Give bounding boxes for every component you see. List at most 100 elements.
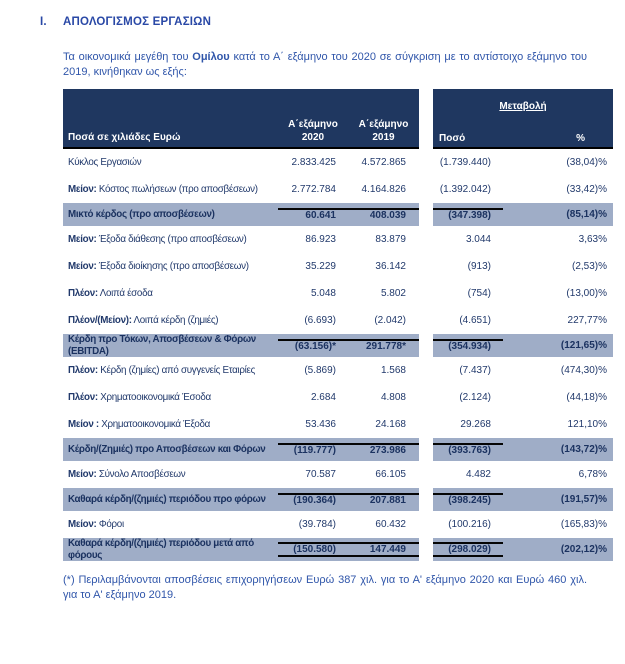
cell-2020: 2.833.425 xyxy=(291,157,337,168)
table-row: Πλέον/(Μείον): Λοιπά κέρδη (ζημιές) (6.69… xyxy=(63,307,613,334)
row-label-prefix: Μείον: xyxy=(68,260,97,272)
table-column-gap xyxy=(419,149,433,176)
table-row: Καθαρά κέρδη/(ζημιές) περιόδου προ φόρων… xyxy=(63,488,613,512)
table-row: Καθαρά κέρδη/(ζημιές) περιόδου μετά από … xyxy=(63,538,613,562)
row-label: Καθαρά κέρδη/(ζημιές) περιόδου προ φόρων xyxy=(63,494,278,506)
row-left-block: Καθαρά κέρδη/(ζημιές) περιόδου μετά από … xyxy=(63,538,419,562)
table-row: Πλέον: Λοιπά έσοδα 5.048 5.802 (754) (13,00)… xyxy=(63,280,613,307)
cell-2019: 24.168 xyxy=(375,419,406,431)
cell-2019: 4.572.865 xyxy=(361,157,407,168)
section-number: I. xyxy=(40,16,47,28)
row-left-block: Κύκλος Εργασιών 2.833.425 4.572.865 xyxy=(63,149,419,176)
row-label: Πλέον: Κέρδη (ζημίες) από συγγενείς Εται… xyxy=(63,365,278,377)
row-change-block: (398.245) (191,57)% xyxy=(433,488,613,512)
cell-2020: (63.156)* xyxy=(278,339,348,352)
cell-2019: 4.808 xyxy=(380,392,406,404)
cell-2020: 2.772.784 xyxy=(291,184,337,195)
cell-2020: (119.777) xyxy=(278,443,348,456)
row-change-block: (393.763) (143,72)% xyxy=(433,438,613,462)
row-change-block: (754) (13,00)% xyxy=(433,280,613,307)
table-row: Μείον: Σύνολο Αποσβέσεων 70.587 66.105 4.48… xyxy=(63,461,613,488)
table-column-gap xyxy=(419,438,433,461)
row-left-block: Κέρδη προ Τόκων, Αποσβέσεων & Φόρων (EBI… xyxy=(63,334,419,358)
report-page: I. ΑΠΟΛΟΓΙΣΜΟΣ ΕΡΓΑΣΙΩΝ Τα οικονομικά με… xyxy=(0,16,625,664)
row-change-block: (347.398) (85,14)% xyxy=(433,203,613,226)
row-label-text: Λοιπά έσοδα xyxy=(97,287,153,299)
row-label: Καθαρά κέρδη/(ζημιές) περιόδου μετά από … xyxy=(63,538,278,561)
row-left-block: Μείον : Χρηματοοικονομικά Έξοδα 53.436 24.… xyxy=(63,411,419,438)
financial-table: Ποσά σε χιλιάδες Ευρώ Α΄εξάμηνο 2020 Α΄εξ… xyxy=(63,89,613,562)
cell-2019: 83.879 xyxy=(375,234,406,245)
cell-2020: 5.048 xyxy=(310,288,336,299)
table-row: Μείον: Κόστος πωλήσεων (προ αποσβέσεων) 2… xyxy=(63,176,613,203)
table-row: Κέρδη/(Ζημιές) προ Αποσβέσεων και Φόρων (… xyxy=(63,438,613,462)
table-column-gap xyxy=(419,488,433,511)
row-left-block: Κέρδη/(Ζημιές) προ Αποσβέσεων και Φόρων (… xyxy=(63,438,419,462)
row-label-text: Έξοδα διοίκησης (προ αποσβέσεων) xyxy=(96,260,249,272)
row-label-text: Σύνολο Αποσβέσεων xyxy=(96,468,186,480)
row-label-text: Κύκλος Εργασιών xyxy=(68,156,142,168)
row-label-text: Έξοδα διάθεσης (προ αποσβέσεων) xyxy=(96,233,247,245)
cell-change-amount: 29.268 xyxy=(460,419,491,431)
cell-2019: 66.105 xyxy=(375,469,406,481)
cell-change-pct: (33,42)% xyxy=(566,184,607,195)
row-label-text: Μικτό κέρδος (προ αποσβέσεων) xyxy=(68,208,215,220)
header-amounts-label: Ποσά σε χιλιάδες Ευρώ xyxy=(68,132,181,143)
table-header: Ποσά σε χιλιάδες Ευρώ Α΄εξάμηνο 2020 Α΄εξ… xyxy=(63,89,613,149)
table-column-gap xyxy=(419,280,433,307)
cell-change-pct: (143,72)% xyxy=(560,444,607,456)
table-column-gap xyxy=(419,253,433,280)
row-label-text: Κέρδη/(Ζημιές) προ Αποσβέσεων και Φόρων xyxy=(68,443,266,455)
cell-change-amount: (298.029) xyxy=(433,542,503,558)
row-left-block: Πλέον: Χρηματοοικονομικά Έσοδα 2.684 4.808 xyxy=(63,384,419,411)
table-row: Μείον: Φόροι (39.784) 60.432 (100.216) (165,… xyxy=(63,511,613,538)
intro-text-end: κατά το Α΄ εξάμηνο του 2020 σε σύγκριση … xyxy=(63,51,587,78)
row-label-text: Καθαρά κέρδη/(ζημιές) περιόδου μετά από … xyxy=(68,538,254,561)
cell-2019: 408.039 xyxy=(348,208,419,221)
cell-2020: (5.869) xyxy=(304,365,336,377)
cell-2020: 60.641 xyxy=(278,208,348,221)
row-label-prefix: Πλέον: xyxy=(68,391,98,403)
cell-change-pct: (38,04)% xyxy=(566,157,607,168)
row-left-block: Μείον: Κόστος πωλήσεων (προ αποσβέσεων) 2… xyxy=(63,176,419,203)
table-column-gap xyxy=(419,538,433,561)
row-change-block: (100.216) (165,83)% xyxy=(433,511,613,538)
section-title: ΑΠΟΛΟΓΙΣΜΟΣ ΕΡΓΑΣΙΩΝ xyxy=(63,16,212,28)
row-left-block: Πλέον: Λοιπά έσοδα 5.048 5.802 xyxy=(63,280,419,307)
row-label: Μείον: Έξοδα διάθεσης (προ αποσβέσεων) xyxy=(63,234,278,246)
cell-change-pct: (474,30)% xyxy=(560,365,607,377)
cell-2020: 86.923 xyxy=(305,234,336,245)
row-label-prefix: Μείον: xyxy=(68,183,97,195)
cell-2020: 53.436 xyxy=(305,419,336,431)
cell-change-pct: (121,65)% xyxy=(560,340,607,352)
table-column-gap xyxy=(419,307,433,334)
cell-change-amount: (393.763) xyxy=(433,443,503,456)
row-change-block: (2.124) (44,18)% xyxy=(433,384,613,411)
cell-change-pct: (191,57)% xyxy=(560,494,607,506)
row-label: Μείον : Χρηματοοικονομικά Έξοδα xyxy=(63,419,278,431)
row-left-block: Πλέον/(Μείον): Λοιπά κέρδη (ζημιές) (6.69… xyxy=(63,307,419,334)
table-column-gap xyxy=(419,384,433,411)
section-heading: I. ΑΠΟΛΟΓΙΣΜΟΣ ΕΡΓΑΣΙΩΝ xyxy=(40,16,625,28)
table-header-change-block: Μεταβολή Ποσό % xyxy=(433,89,613,149)
row-label-prefix: Πλέον: xyxy=(68,364,98,376)
table-column-gap xyxy=(419,411,433,438)
row-change-block: (1.739.440) (38,04)% xyxy=(433,149,613,176)
table-column-gap xyxy=(419,511,433,538)
cell-change-pct: 3,63% xyxy=(578,234,607,245)
row-left-block: Πλέον: Κέρδη (ζημίες) από συγγενείς Εται… xyxy=(63,357,419,384)
row-label: Κέρδη/(Ζημιές) προ Αποσβέσεων και Φόρων xyxy=(63,444,278,456)
cell-2020: 35.229 xyxy=(305,261,336,272)
header-change-pct-label: % xyxy=(576,133,585,144)
row-label-text: Κέρδη (ζημίες) από συγγενείς Εταιρίες xyxy=(97,364,256,376)
row-left-block: Καθαρά κέρδη/(ζημιές) περιόδου προ φόρων… xyxy=(63,488,419,512)
table-row: Μείον: Έξοδα διάθεσης (προ αποσβέσεων) 86… xyxy=(63,226,613,253)
cell-2019: 207.881 xyxy=(348,493,419,506)
row-change-block: 29.268 121,10% xyxy=(433,411,613,438)
cell-change-pct: (165,83)% xyxy=(560,519,607,531)
row-label-prefix: Πλέον: xyxy=(68,287,98,299)
table-header-left-block: Ποσά σε χιλιάδες Ευρώ Α΄εξάμηνο 2020 Α΄εξ… xyxy=(63,89,419,149)
row-label: Μείον: Έξοδα διοίκησης (προ αποσβέσεων) xyxy=(63,261,278,273)
header-change-amount-label: Ποσό xyxy=(439,133,466,144)
row-change-block: (1.392.042) (33,42)% xyxy=(433,176,613,203)
